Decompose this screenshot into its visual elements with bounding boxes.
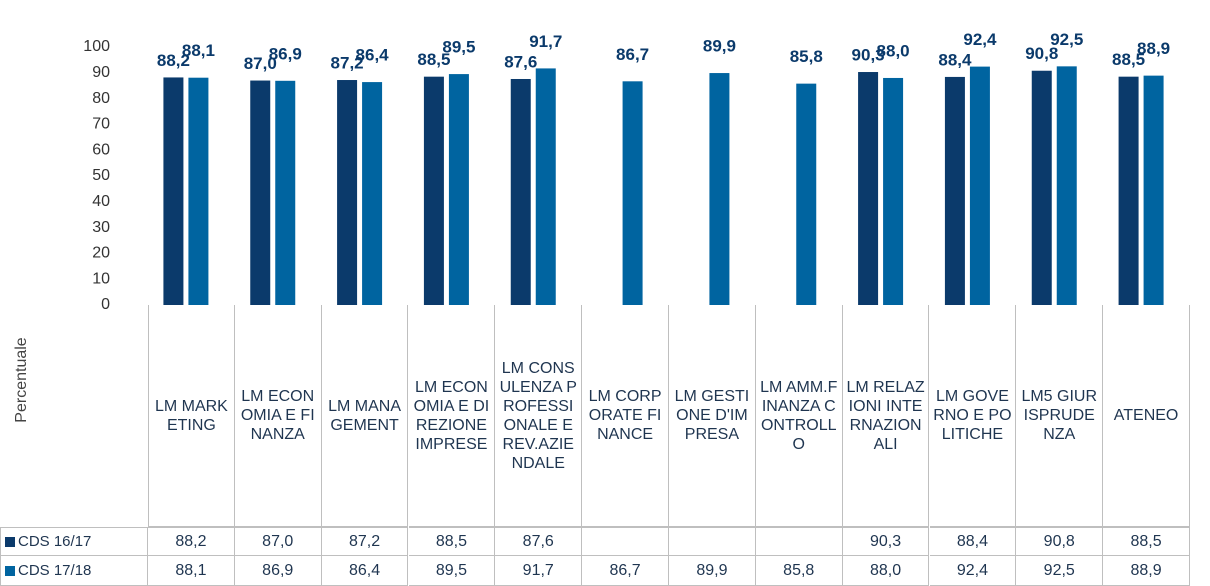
bar [883,77,904,306]
legend-entry: CDS 17/18 [0,556,148,586]
bar [858,72,879,305]
y-tick-label: 30 [92,219,110,236]
category-cell: LM ECONOMIA E FINANZA [234,305,322,527]
table-cell: 89,5 [408,556,496,586]
category-cell: LM RELAZIONI INTERNAZIONALI [842,305,930,527]
value-label: 91,7 [529,32,562,51]
table-cell: 87,2 [321,527,409,556]
category-cell: LM GOVERNO E POLITICHE [929,305,1017,527]
category-cell: LM5 GIURISPRUDENZA [1016,305,1104,527]
table-cell [755,527,843,556]
y-axis-title: Percentuale [13,337,30,422]
table-cell: 90,3 [842,527,930,556]
bar [535,68,556,305]
y-tick-label: 40 [92,193,110,210]
bar [423,76,444,305]
category-cell: LM GESTIONE D'IMPRESA [669,305,756,527]
bar [362,82,383,305]
value-label: 90,8 [1025,44,1058,63]
legend-entry: CDS 16/17 [0,527,148,556]
value-label: 86,7 [616,45,649,64]
table-cell [582,527,669,556]
y-tick-label: 50 [92,167,110,184]
bar [337,80,358,305]
bar [448,74,469,305]
bar [622,81,643,306]
bar [250,80,271,305]
table-cell: 86,4 [321,556,409,586]
category-cell: LM ECONOMIA E DIREZIONE IMPRESE [408,305,496,527]
category-cell: LM CONSULENZA PROFESSIONALE E REV.AZIEND… [495,305,583,527]
value-label: 87,6 [504,52,537,71]
table-cell [669,527,756,556]
y-tick-label: 100 [83,38,110,55]
value-label: 88,4 [938,50,972,69]
bar [1118,76,1139,305]
bar [1056,66,1077,305]
category-cell: LM MANAGEMENT [321,305,409,527]
bar [944,76,965,305]
legend-label: CDS 16/17 [18,533,92,550]
legend-label: CDS 17/18 [18,562,92,579]
bar [163,77,184,305]
table-cell: 88,5 [408,527,496,556]
category-cell: LM AMM.FINANZA CONTROLLO [755,305,843,527]
table-cell: 88,2 [148,527,235,556]
value-label: 89,9 [703,37,736,56]
table-cell: 88,0 [842,556,930,586]
value-label: 88,1 [182,41,215,60]
category-cell: LM CORPORATE FINANCE [582,305,669,527]
table-cell: 85,8 [755,556,843,586]
y-tick-label: 80 [92,90,110,107]
table-cell: 87,6 [495,527,583,556]
legend-key [5,536,15,547]
table-cell: 86,7 [582,556,669,586]
table-cell: 91,7 [495,556,583,586]
table-cell: 88,1 [148,556,235,586]
bar [709,73,730,305]
value-label: 86,4 [356,46,390,65]
value-label: 88,0 [877,41,910,60]
legend-key [5,565,15,576]
table-cell: 87,0 [234,527,322,556]
y-tick-label: 90 [92,64,110,81]
value-label: 88,2 [157,51,190,70]
value-label: 92,4 [963,30,997,49]
table-cell: 88,4 [929,527,1017,556]
y-tick-label: 10 [92,270,110,287]
table-cell: 88,9 [1103,556,1190,586]
bar [969,66,990,305]
table-cell: 92,5 [1016,556,1104,586]
bar [510,78,531,305]
table-cell: 90,8 [1016,527,1104,556]
value-label: 88,9 [1137,39,1170,58]
value-label: 90,3 [852,46,885,65]
value-label: 85,8 [790,47,823,66]
y-tick-label: 20 [92,245,110,262]
value-label: 88,5 [1112,50,1145,69]
value-label: 87,0 [244,54,277,73]
table-cell: 88,5 [1103,527,1190,556]
value-label: 89,5 [442,38,475,57]
y-tick-label: 0 [101,296,110,313]
table-cell: 92,4 [929,556,1017,586]
category-cell: LM MARKETING [148,305,235,527]
value-label: 92,5 [1050,30,1083,49]
y-tick-label: 70 [92,116,110,133]
bar [188,77,209,306]
y-tick-label: 60 [92,141,110,158]
bar [1031,70,1052,306]
table-cell: 89,9 [669,556,756,586]
bar [796,83,817,305]
bar [275,80,296,305]
value-label: 88,5 [417,50,450,69]
bar [1143,75,1164,305]
value-label: 86,9 [269,44,302,63]
value-label: 87,2 [331,54,364,73]
category-cell: ATENEO [1103,305,1190,527]
table-cell: 86,9 [234,556,322,586]
